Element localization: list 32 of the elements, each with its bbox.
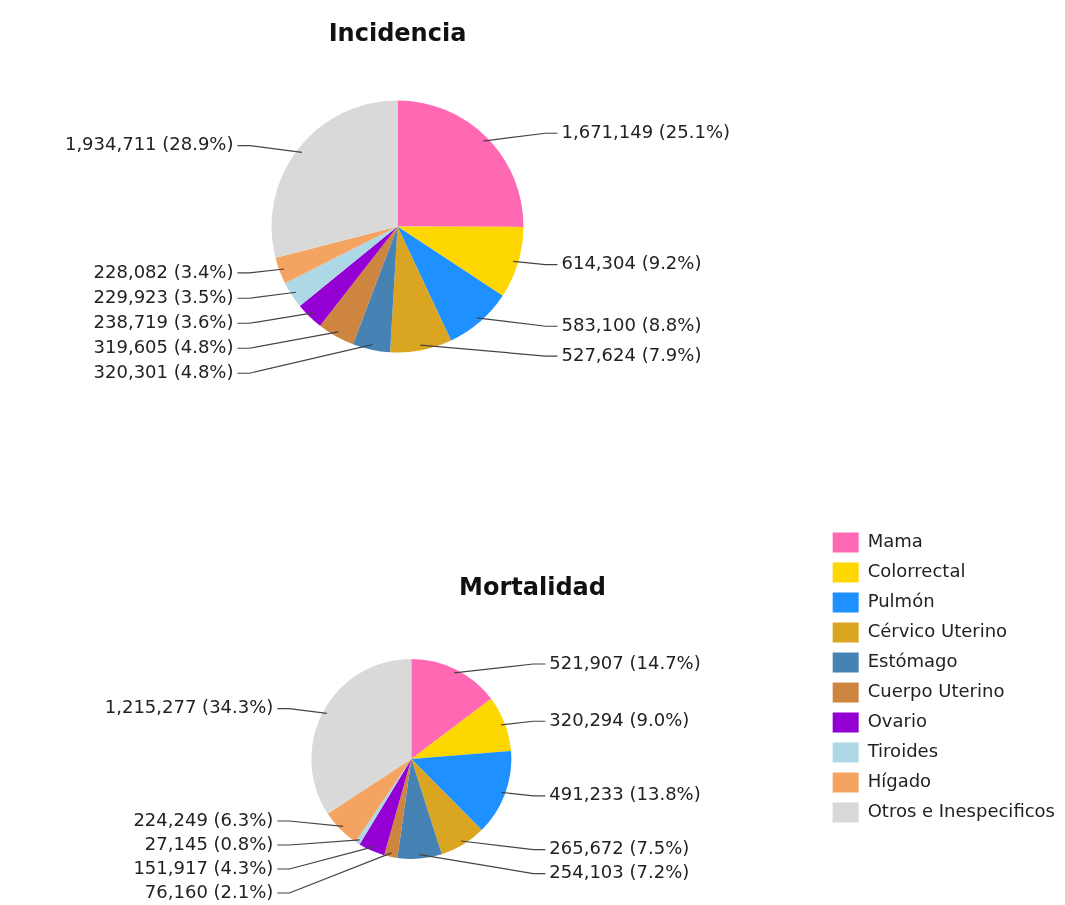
legend-label: Mama [867, 530, 923, 552]
data-label: 27,145 (0.8%) [144, 832, 274, 854]
data-label: 229,923 (3.5%) [93, 285, 234, 307]
data-label: 265,672 (7.5%) [549, 837, 690, 859]
legend-label: Cérvico Uterino [867, 620, 1008, 642]
legend-label: Pulmón [867, 590, 935, 612]
chart-title: Incidencia [328, 18, 467, 47]
data-label: 224,249 (6.3%) [133, 808, 274, 830]
data-label: 319,605 (4.8%) [93, 335, 234, 357]
data-label: 1,934,711 (28.9%) [64, 133, 234, 155]
data-label: 151,917 (4.3%) [133, 856, 274, 878]
legend-label: Colorrectal [867, 560, 966, 582]
legend-label: Cuerpo Uterino [867, 680, 1005, 702]
legend-label: Hígado [867, 770, 932, 792]
data-label: 614,304 (9.2%) [561, 252, 702, 274]
data-label: 238,719 (3.6%) [93, 310, 234, 332]
data-label: 527,624 (7.9%) [561, 343, 702, 365]
legend-label: Ovario [867, 710, 927, 732]
data-label: 320,294 (9.0%) [549, 708, 690, 730]
data-label: 228,082 (3.4%) [93, 260, 234, 282]
data-label: 583,100 (8.8%) [561, 313, 702, 335]
data-label: 491,233 (13.8%) [549, 783, 701, 805]
legend-label: Tiroides [866, 740, 939, 762]
text: Mortalidad [459, 572, 606, 601]
data-label: 320,301 (4.8%) [93, 360, 234, 382]
data-label: 521,907 (14.7%) [549, 651, 701, 673]
legend-label: Otros e Inespecificos [867, 800, 1056, 822]
data-label: 76,160 (2.1%) [144, 880, 274, 902]
data-label: 1,671,149 (25.1%) [561, 120, 731, 142]
legend-label: Estómago [867, 650, 958, 672]
data-label: 254,103 (7.2%) [549, 861, 690, 883]
data-label: 1,215,277 (34.3%) [104, 696, 274, 718]
